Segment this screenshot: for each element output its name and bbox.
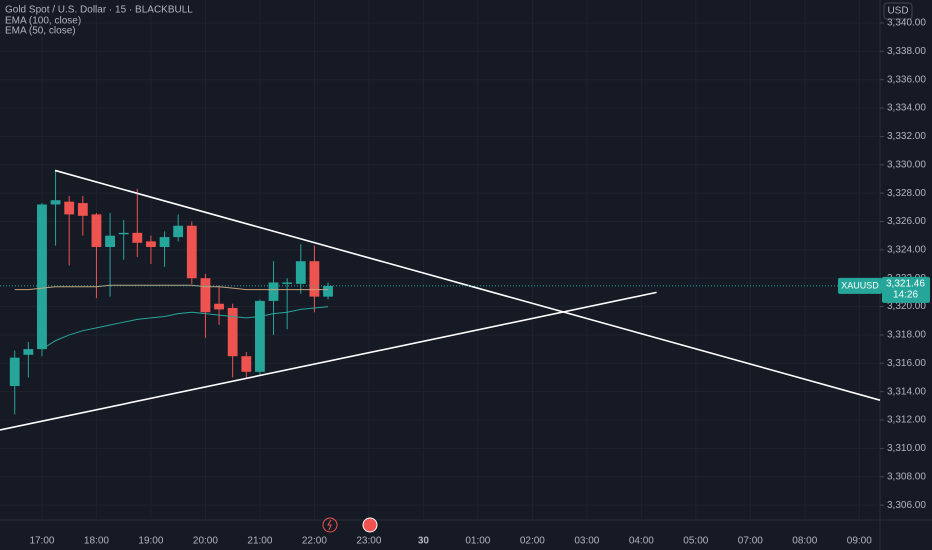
candle-body <box>241 356 252 372</box>
legend-entry: EMA (50, close) <box>5 26 76 37</box>
candle-body <box>91 214 102 248</box>
candle-body <box>50 200 61 205</box>
y-tick-label: 3,320.00 <box>887 301 926 312</box>
candle-body <box>132 232 143 243</box>
y-tick-label: 3,308.00 <box>887 471 926 482</box>
x-tick-label: 18:00 <box>84 536 109 547</box>
y-tick-label: 3,326.00 <box>887 216 926 227</box>
y-tick-label: 3,330.00 <box>887 159 926 170</box>
candle-body <box>146 241 156 248</box>
x-tick-label: 03:00 <box>574 536 599 547</box>
x-tick-label: 17:00 <box>29 536 54 547</box>
event-icon <box>327 519 332 531</box>
y-tick-label: 3,314.00 <box>887 386 926 397</box>
x-tick-label: 19:00 <box>138 536 163 547</box>
x-tick-label: 20:00 <box>193 536 218 547</box>
y-tick-label: 3,306.00 <box>887 500 926 511</box>
price-tag <box>882 276 930 303</box>
candle-body <box>23 349 34 355</box>
candle-body <box>118 232 129 235</box>
candle-body <box>200 278 211 313</box>
chart-title: Gold Spot / U.S. Dollar · 15 · BLACKBULL <box>5 5 193 16</box>
y-tick-label: 3,340.00 <box>887 18 926 29</box>
candle-body <box>309 261 320 297</box>
candle-body <box>64 201 75 215</box>
y-tick-label: 3,316.00 <box>887 358 926 369</box>
x-tick-label: 01:00 <box>465 536 490 547</box>
y-tick-label: 3,336.00 <box>887 74 926 85</box>
candle-body <box>282 282 293 284</box>
y-tick-label: 3,338.00 <box>887 46 926 57</box>
candle-body <box>227 308 238 357</box>
x-tick-label: 09:00 <box>847 536 872 547</box>
event-icon[interactable] <box>322 517 338 533</box>
candle-body <box>105 235 115 248</box>
candle-body <box>186 225 197 279</box>
price-label: 3,321.46 <box>886 279 925 290</box>
trendline <box>54 169 881 401</box>
candle-body <box>214 303 224 310</box>
x-tick-label: 30 <box>418 536 430 547</box>
y-tick-label: 3,328.00 <box>887 188 926 199</box>
x-tick-label: 21:00 <box>247 536 272 547</box>
y-tick-label: 3,318.00 <box>887 330 926 341</box>
trendline <box>0 291 657 431</box>
candle-body <box>295 261 306 284</box>
x-tick-label: 02:00 <box>520 536 545 547</box>
countdown: 14:26 <box>893 290 918 301</box>
y-tick-label: 3,312.00 <box>887 415 926 426</box>
y-tick-label: 3,334.00 <box>887 103 926 114</box>
x-tick-label: 04:00 <box>629 536 654 547</box>
symbol-label: XAUUSD <box>841 280 879 290</box>
candle-body <box>255 300 265 372</box>
candle-body <box>77 203 88 216</box>
y-tick-label: 3,332.00 <box>887 131 926 142</box>
ema-line <box>14 284 329 291</box>
currency[interactable]: USD <box>887 6 908 17</box>
candle-body <box>268 282 279 301</box>
x-tick-label: 07:00 <box>738 536 763 547</box>
y-tick-label: 3,324.00 <box>887 245 926 256</box>
x-tick-label: 05:00 <box>683 536 708 547</box>
x-tick-label: 23:00 <box>356 536 381 547</box>
candle-body <box>323 285 333 297</box>
candle-body <box>9 357 20 386</box>
x-tick-label: 08:00 <box>792 536 817 547</box>
candle-body <box>159 237 170 248</box>
x-tick-label: 22:00 <box>302 536 327 547</box>
event-icon[interactable] <box>362 517 378 533</box>
candle-body <box>37 204 47 350</box>
legend-entry: EMA (100, close) <box>5 16 81 27</box>
currency-button[interactable] <box>883 2 913 20</box>
y-tick-label: 3,310.00 <box>887 443 926 454</box>
candle-body <box>173 225 184 238</box>
ema-line <box>41 306 329 350</box>
symbol-tag <box>838 277 882 294</box>
